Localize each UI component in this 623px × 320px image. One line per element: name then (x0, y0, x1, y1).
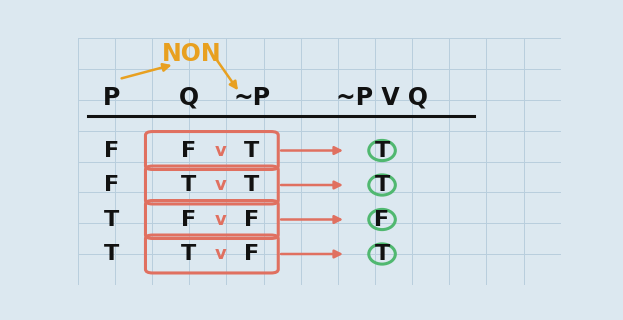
Text: T: T (244, 140, 259, 161)
Text: v: v (214, 211, 226, 228)
Text: ~P V Q: ~P V Q (336, 85, 428, 109)
Text: T: T (374, 140, 389, 161)
Text: ~P: ~P (233, 85, 270, 109)
Text: F: F (244, 244, 259, 264)
Text: NON: NON (161, 43, 221, 67)
Text: T: T (374, 244, 389, 264)
Text: F: F (244, 210, 259, 229)
Text: T: T (181, 175, 196, 195)
Text: v: v (214, 245, 226, 263)
Text: T: T (104, 244, 119, 264)
Text: F: F (181, 140, 196, 161)
Text: T: T (374, 175, 389, 195)
Text: T: T (104, 210, 119, 229)
Text: F: F (374, 210, 389, 229)
Text: F: F (104, 175, 119, 195)
Text: T: T (244, 175, 259, 195)
Text: v: v (214, 176, 226, 194)
Text: v: v (214, 141, 226, 159)
Text: F: F (104, 140, 119, 161)
Text: P: P (103, 85, 120, 109)
Text: F: F (181, 210, 196, 229)
Text: Q: Q (179, 85, 199, 109)
Text: T: T (181, 244, 196, 264)
